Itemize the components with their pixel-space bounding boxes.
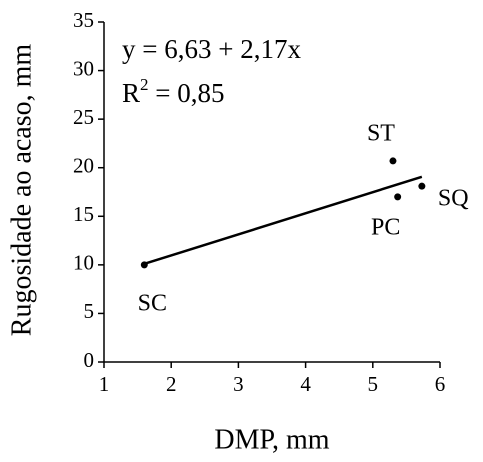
- x-tick-label: 6: [435, 372, 446, 396]
- point-label: SQ: [438, 186, 469, 212]
- y-tick-label: 10: [73, 251, 94, 275]
- trend-line: [143, 175, 423, 266]
- y-tick-label: 30: [73, 56, 94, 80]
- point: [394, 193, 402, 201]
- y-axis-title: Rugosidade ao acaso, mm: [6, 44, 37, 337]
- r-squared: R2 = 0,85: [122, 75, 225, 108]
- y-tick-label: 0: [84, 348, 95, 372]
- point: [418, 182, 426, 190]
- r2-text: = 0,85: [149, 78, 225, 108]
- y-tick-label: 5: [84, 299, 95, 323]
- x-tick-label: 2: [166, 372, 177, 396]
- x-tick-label: 1: [99, 372, 110, 396]
- x-axis-title: DMP, mm: [214, 424, 329, 455]
- point-label: PC: [371, 214, 400, 240]
- y-tick-label: 25: [73, 105, 94, 129]
- r2-sup: 2: [140, 75, 149, 94]
- r2-base: R: [122, 78, 140, 108]
- point-label: SC: [138, 290, 167, 316]
- y-tick-label: 20: [73, 154, 94, 178]
- point-label: ST: [367, 120, 395, 146]
- point: [140, 261, 148, 269]
- point: [389, 157, 397, 165]
- y-tick-label: 15: [73, 202, 94, 226]
- equation: y = 6,63 + 2,17x: [122, 34, 301, 64]
- x-tick-label: 5: [368, 372, 379, 396]
- x-tick-label: 3: [233, 372, 244, 396]
- x-tick-label: 4: [300, 372, 311, 396]
- y-tick-label: 35: [73, 8, 94, 32]
